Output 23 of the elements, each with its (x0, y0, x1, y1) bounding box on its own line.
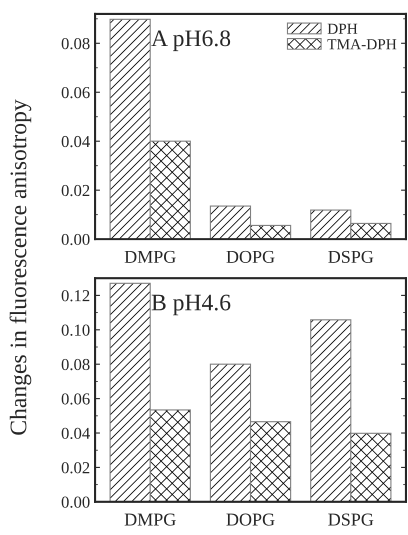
y-tick-label: 0.02 (62, 462, 90, 474)
x-tick-label: DMPG (124, 250, 176, 263)
x-tick-label: DOPG (226, 250, 275, 263)
y-tick-label: 0.06 (62, 86, 90, 98)
y-tick-label: 0.02 (62, 184, 90, 196)
y-tick-label: 0.00 (62, 234, 90, 246)
x-tick-label: DMPG (124, 514, 176, 526)
legend-label: TMA-DPH (327, 39, 396, 50)
annotation: A pH6.8 (151, 30, 230, 52)
y-tick-label: 0.08 (62, 38, 90, 50)
legend-label: DPH (328, 24, 358, 34)
annotation: B pH4.6 (152, 294, 230, 316)
y-axis-title: Changes in fluorescence anisotropy (10, 99, 32, 435)
y-tick-label: 0.04 (62, 136, 90, 148)
y-tick-label: 0.10 (62, 324, 90, 336)
x-tick-label: DSPG (328, 250, 374, 263)
x-tick-label: DSPG (328, 514, 374, 526)
y-tick-label: 0.12 (62, 290, 90, 302)
y-tick-label: 0.08 (62, 358, 90, 370)
y-tick-label: 0.00 (62, 496, 90, 508)
y-tick-label: 0.04 (62, 428, 90, 440)
x-tick-label: DOPG (226, 514, 275, 526)
y-tick-label: 0.06 (62, 393, 90, 405)
